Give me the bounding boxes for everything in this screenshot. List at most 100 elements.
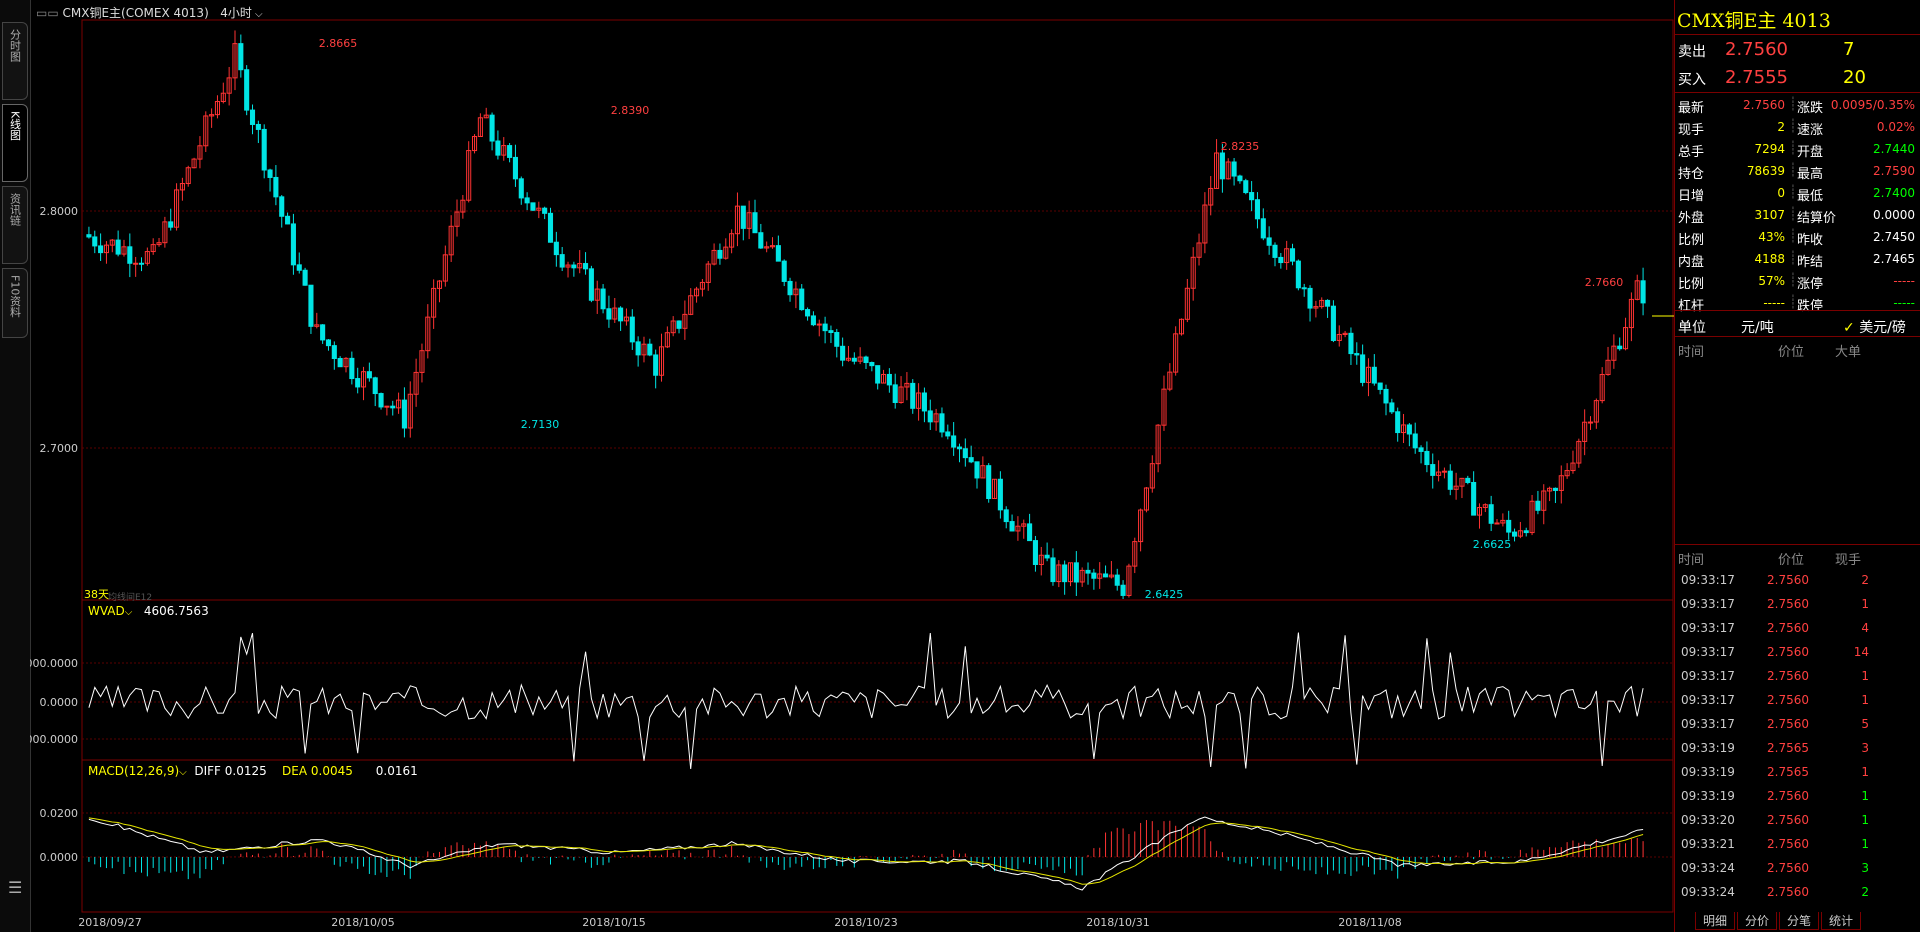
candle-body (746, 212, 752, 229)
candle-body (775, 245, 781, 262)
candle-body (232, 43, 238, 79)
tab-news-chain[interactable]: 资讯链 (2, 186, 28, 264)
candle-body (997, 478, 1003, 511)
stat-row: 日增 0 ┊ 最低 2.7400 (1678, 185, 1915, 204)
candle-body (1161, 388, 1167, 426)
tab-by-price[interactable]: 分价 (1737, 912, 1777, 930)
candle-body (1143, 487, 1149, 511)
col-price: 价位 (1778, 345, 1805, 360)
candle-body (191, 158, 197, 169)
candle-body (921, 392, 927, 412)
chevron-down-icon[interactable]: ⌵ (251, 9, 263, 20)
trade-row[interactable]: 09:33:17 2.7560 5 (1675, 714, 1920, 738)
tab-kline-chart[interactable]: K线图 (2, 104, 28, 182)
trade-row[interactable]: 09:33:24 2.7560 3 (1675, 858, 1920, 882)
trade-row[interactable]: 09:33:24 2.7560 2 (1675, 882, 1920, 906)
bid-row[interactable]: 买入 2.7555 20 (1675, 66, 1920, 88)
candle-body (1634, 280, 1640, 300)
candle-body (331, 345, 337, 360)
candle-body (1587, 421, 1594, 424)
trade-row[interactable]: 09:33:21 2.7560 1 (1675, 834, 1920, 858)
candle-body (1114, 574, 1120, 586)
candle-body (144, 251, 150, 264)
candle-body (1085, 569, 1091, 574)
trade-price: 2.7565 (1767, 741, 1809, 755)
candle-body (138, 262, 145, 265)
candle-body (1599, 373, 1605, 402)
tab-by-tick[interactable]: 分笔 (1779, 912, 1819, 930)
candle-body (793, 288, 799, 296)
period-selector[interactable]: 4小时 (220, 6, 252, 20)
candle-body (436, 280, 443, 289)
stat-label: 涨跌 (1797, 101, 1824, 116)
candle-body (629, 316, 635, 343)
candle-body (1237, 175, 1243, 182)
extreme-price-label: 2.8390 (611, 104, 650, 117)
stat-label: 内盘 (1678, 255, 1705, 270)
candle-body (536, 207, 542, 211)
candle-body (1289, 248, 1296, 262)
trade-size: 14 (1853, 645, 1869, 659)
tab-label: K线图 (8, 111, 22, 141)
trade-row[interactable]: 09:33:17 2.7560 14 (1675, 642, 1920, 666)
candle-body (565, 264, 571, 268)
candle-body (1301, 287, 1307, 290)
candle-body (1079, 569, 1085, 583)
extreme-price-label: 2.7660 (1585, 276, 1624, 289)
menu-icon[interactable]: ☰ (8, 878, 23, 897)
candle-body (799, 288, 805, 311)
macd-header[interactable]: MACD(12,26,9)⌵ DIFF 0.0125 DEA 0.0045 0.… (88, 764, 418, 778)
candle-body (1249, 192, 1255, 201)
currency-toggle[interactable]: ✓ 美元/磅 (1843, 317, 1906, 337)
candle-body (1126, 565, 1132, 596)
candle-body (203, 115, 209, 147)
kline-chart-svg[interactable]: 2.8000 2.7000 000.0000 0.0000 000.0000 0.0200… (30, 0, 1674, 932)
candle-body (150, 244, 156, 253)
candle-body (261, 128, 267, 171)
candle-body (1009, 521, 1015, 532)
candle-body (1459, 477, 1465, 487)
candle-body (1319, 299, 1325, 308)
tab-label: 分笔 (1786, 914, 1811, 928)
candle-body (583, 263, 589, 270)
trade-price: 2.7560 (1767, 645, 1809, 659)
tab-timeshare-chart[interactable]: 分时图 (2, 22, 28, 100)
tab-f10-data[interactable]: F10资料 (2, 268, 28, 338)
candle-body (249, 109, 256, 125)
candle-body (1325, 299, 1331, 307)
extreme-price-label: 2.7130 (521, 418, 560, 431)
trade-row[interactable]: 09:33:19 2.7560 1 (1675, 786, 1920, 810)
trade-row[interactable]: 09:33:17 2.7560 1 (1675, 594, 1920, 618)
wvad-header[interactable]: WVAD⌵ 4606.7563 (88, 604, 209, 618)
tab-detail[interactable]: 明细 (1695, 912, 1735, 930)
candle-body (1336, 333, 1342, 341)
macd-diff-line (88, 816, 1644, 891)
ask-row[interactable]: 卖出 2.7560 7 (1675, 38, 1920, 60)
trade-row[interactable]: 09:33:17 2.7560 4 (1675, 618, 1920, 642)
chevron-down-icon[interactable]: ⌵ (124, 607, 133, 618)
trade-row[interactable]: 09:33:17 2.7560 2 (1675, 570, 1920, 594)
trade-row[interactable]: 09:33:17 2.7560 1 (1675, 690, 1920, 714)
trade-price: 2.7560 (1767, 717, 1809, 731)
candle-body (1313, 306, 1319, 309)
candle-body (1500, 519, 1506, 524)
tab-statistics[interactable]: 统计 (1821, 912, 1861, 930)
trade-row[interactable]: 09:33:20 2.7560 1 (1675, 810, 1920, 834)
trade-row[interactable]: 09:33:19 2.7565 1 (1675, 762, 1920, 786)
macd-value: 0.0161 (375, 764, 418, 778)
chart-title[interactable]: ▭▭ CMX铜E主(COMEX 4013) 4小时 ⌵ (36, 4, 263, 21)
candle-body (810, 315, 816, 326)
candle-body (694, 288, 700, 297)
candle-body (553, 241, 559, 256)
trade-row[interactable]: 09:33:19 2.7565 3 (1675, 738, 1920, 762)
candle-body (1178, 318, 1185, 335)
y-tick-label: 0.0200 (40, 807, 79, 820)
trade-row[interactable]: 09:33:17 2.7560 1 (1675, 666, 1920, 690)
candle-body (1173, 333, 1179, 373)
trade-size: 1 (1861, 597, 1869, 611)
wvad-name: WVAD (88, 604, 125, 618)
candle-body (1441, 470, 1447, 473)
candle-body (571, 264, 577, 269)
chevron-down-icon[interactable]: ⌵ (179, 767, 187, 778)
macd-name: MACD(12,26,9) (88, 764, 180, 778)
